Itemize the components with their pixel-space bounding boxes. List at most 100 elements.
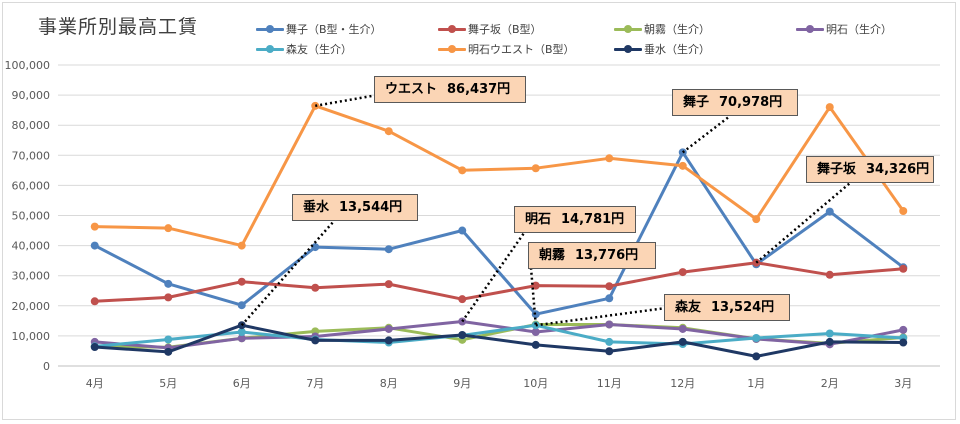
legend-swatch (796, 23, 824, 35)
y-tick-label: 60,000 (12, 179, 51, 192)
data-point (605, 320, 614, 329)
data-point (752, 352, 761, 361)
data-point (678, 161, 687, 170)
data-point (825, 329, 834, 338)
callout-value: 14,781円 (561, 212, 625, 227)
callout-value: 86,437円 (447, 82, 511, 97)
callout-name: 垂水 (303, 200, 330, 215)
data-point (164, 279, 173, 288)
legend-label: 朝霧（生介） (644, 23, 710, 36)
legend-swatch (614, 43, 642, 55)
y-tick-label: 10,000 (12, 330, 51, 343)
callout-value: 70,978円 (719, 95, 783, 110)
x-tick-label: 4月 (86, 377, 104, 390)
data-point (384, 245, 393, 254)
x-tick-label: 7月 (306, 377, 324, 390)
y-tick-label: 50,000 (12, 210, 51, 223)
callout-name: ウエスト (385, 82, 438, 97)
data-point (531, 327, 540, 336)
data-point (237, 241, 246, 250)
data-point (458, 330, 467, 339)
series-line-0 (93, 150, 905, 316)
data-point (605, 282, 614, 291)
chart-title: 事業所別最高工賃 (38, 16, 199, 38)
y-tick-label: 100,000 (5, 59, 51, 72)
x-tick-label: 11月 (597, 377, 622, 390)
data-point (458, 226, 467, 235)
data-point (825, 337, 834, 346)
callout-leader (535, 306, 667, 327)
data-point (311, 336, 320, 345)
callout-leader (240, 220, 335, 327)
data-point (825, 270, 834, 279)
data-point (164, 224, 173, 233)
data-point (164, 347, 173, 356)
data-point (237, 327, 246, 336)
legend-label: 森友（生介） (286, 43, 352, 56)
callout-value: 13,776円 (575, 248, 639, 263)
data-point (678, 324, 687, 333)
x-tick-label: 5月 (159, 377, 177, 390)
data-point (458, 295, 467, 304)
callout-label: 明石 14,781円 (514, 206, 636, 233)
y-tick-label: 20,000 (12, 300, 51, 313)
callout-leader (461, 232, 526, 323)
legend-item: 舞子（B型・生介） (256, 21, 382, 37)
series-line-6 (93, 323, 905, 358)
callout-label: ウエスト 86,437円 (374, 76, 526, 103)
data-point (752, 215, 761, 224)
x-tick-label: 2月 (821, 377, 839, 390)
series-line-4 (93, 323, 905, 348)
series-line-5 (93, 104, 905, 248)
legend-swatch (614, 23, 642, 35)
y-tick-label: 70,000 (12, 149, 51, 162)
data-point (384, 336, 393, 345)
x-tick-label: 9月 (453, 377, 471, 390)
y-tick-label: 30,000 (12, 270, 51, 283)
data-point (90, 222, 99, 231)
series-line-1 (93, 261, 905, 303)
legend: 舞子（B型・生介） 舞子坂（B型） 朝霧（生介） 明石（生介） 森友（生介） 明石ウエスト… (256, 21, 956, 61)
legend-label: 舞子（B型・生介） (286, 23, 382, 36)
legend-label: 明石ウエスト（B型） (468, 43, 575, 56)
data-point (458, 166, 467, 175)
data-point (825, 103, 834, 112)
legend-swatch (438, 23, 466, 35)
legend-item: 朝霧（生介） (614, 21, 710, 37)
data-point (825, 207, 834, 216)
legend-item: 明石ウエスト（B型） (438, 41, 575, 57)
callout-label: 舞子坂 34,326円 (806, 156, 934, 183)
data-point (899, 338, 908, 347)
data-point (90, 343, 99, 352)
legend-swatch (256, 23, 284, 35)
legend-item: 森友（生介） (256, 41, 352, 57)
data-point (678, 268, 687, 277)
x-tick-label: 3月 (894, 377, 912, 390)
data-point (605, 294, 614, 303)
callout-label: 舞子 70,978円 (672, 89, 798, 116)
data-point (384, 127, 393, 136)
callout-value: 13,544円 (339, 200, 403, 215)
legend-label: 舞子坂（B型） (468, 23, 542, 36)
callout-name: 森友 (675, 300, 702, 315)
callout-leader (681, 115, 731, 154)
callout-name: 明石 (525, 212, 552, 227)
data-point (752, 334, 761, 343)
data-point (899, 325, 908, 334)
data-point (384, 280, 393, 289)
legend-item: 舞子坂（B型） (438, 21, 542, 37)
callout-name: 舞子 (683, 95, 710, 110)
data-point (90, 297, 99, 306)
callout-label: 森友 13,524円 (664, 294, 790, 321)
y-tick-label: 40,000 (12, 240, 51, 253)
legend-swatch (438, 43, 466, 55)
x-tick-label: 10月 (523, 377, 548, 390)
data-point (164, 335, 173, 344)
data-point (237, 277, 246, 286)
data-point (678, 337, 687, 346)
callout-label: 朝霧 13,776円 (528, 242, 656, 269)
data-point (531, 340, 540, 349)
data-point (237, 301, 246, 310)
series-line-3 (93, 320, 905, 350)
